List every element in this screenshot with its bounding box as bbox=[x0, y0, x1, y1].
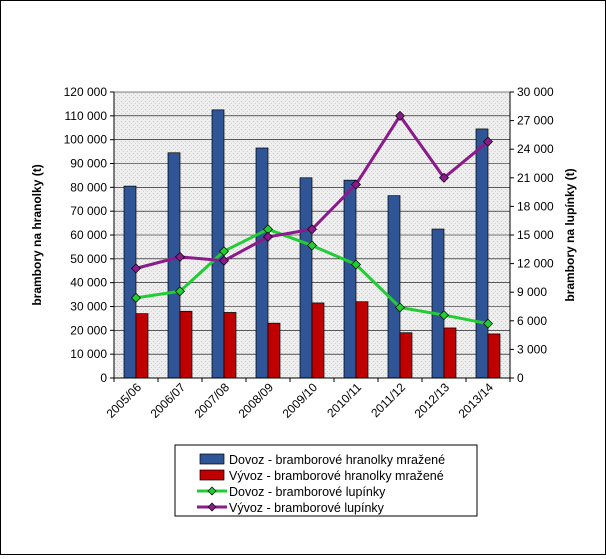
y-left-tick-label: 110 000 bbox=[65, 109, 108, 123]
series-marker bbox=[483, 136, 493, 147]
bar bbox=[431, 228, 445, 379]
y-axis-left-label: brambory na hranolky (t) bbox=[30, 164, 44, 305]
y-left-tick-label: 20 000 bbox=[70, 323, 107, 337]
y-left-tick-label: 60 000 bbox=[70, 228, 107, 242]
bar bbox=[179, 310, 193, 379]
series-marker bbox=[483, 318, 493, 329]
series-marker bbox=[307, 240, 317, 251]
y-left-tick-label: 40 000 bbox=[70, 276, 107, 290]
series-marker bbox=[307, 224, 317, 235]
bar bbox=[123, 185, 137, 379]
x-tick-label: 2013/14 bbox=[456, 380, 497, 421]
bar bbox=[223, 312, 237, 379]
bar bbox=[355, 301, 369, 379]
bar bbox=[343, 179, 357, 379]
y-axis-right-label: brambory na lupínky (t) bbox=[563, 168, 577, 301]
y-right-tick-label: 15 000 bbox=[517, 228, 554, 242]
bar bbox=[311, 302, 325, 379]
y-right-tick-label: 27 000 bbox=[517, 114, 554, 128]
x-tick-label: 2011/12 bbox=[368, 380, 408, 420]
series-marker bbox=[395, 302, 405, 313]
y-left-tick-label: 0 bbox=[100, 371, 107, 385]
series-marker bbox=[263, 231, 273, 242]
series-marker bbox=[175, 286, 185, 297]
series-marker bbox=[131, 263, 141, 274]
bar bbox=[387, 195, 401, 379]
legend-label: Vývoz - bramborové hranolky mražené bbox=[229, 469, 444, 483]
y-left-tick-label: 90 000 bbox=[70, 157, 107, 171]
y-right-tick-label: 12 000 bbox=[517, 257, 554, 271]
series-marker bbox=[351, 259, 361, 270]
bar bbox=[487, 333, 501, 379]
x-tick-label: 2006/07 bbox=[148, 380, 189, 421]
y-right-tick-label: 0 bbox=[517, 371, 524, 385]
legend-marker bbox=[207, 502, 217, 512]
x-tick-label: 2010/11 bbox=[324, 380, 364, 420]
y-left-tick-label: 80 000 bbox=[70, 180, 107, 194]
y-right-tick-label: 9 000 bbox=[517, 285, 547, 299]
x-tick-label: 2009/10 bbox=[280, 380, 321, 421]
y-left-tick-label: 70 000 bbox=[70, 204, 107, 218]
legend-label: Dovoz - bramborové lupínky bbox=[229, 485, 386, 499]
y-left-tick-label: 10 000 bbox=[70, 347, 107, 361]
y-left-tick-label: 50 000 bbox=[70, 252, 107, 266]
bar bbox=[135, 313, 149, 379]
y-right-tick-label: 24 000 bbox=[517, 142, 554, 156]
series-marker bbox=[219, 246, 229, 257]
y-left-tick-label: 120 000 bbox=[64, 85, 108, 99]
bar bbox=[255, 147, 269, 379]
y-right-tick-label: 6 000 bbox=[517, 314, 547, 328]
y-right-tick-label: 30 000 bbox=[517, 85, 554, 99]
series-marker bbox=[439, 172, 449, 183]
legend: Dovoz - bramborové hranolky mražené Vývoz… bbox=[174, 444, 478, 517]
series-marker bbox=[175, 251, 185, 262]
x-tick-label: 2007/08 bbox=[192, 380, 233, 421]
legend-box bbox=[174, 444, 478, 517]
bar bbox=[475, 128, 489, 379]
legend-label: Dovoz - bramborové hranolky mražené bbox=[229, 453, 445, 467]
legend-swatch bbox=[199, 469, 225, 481]
y-right-tick-label: 18 000 bbox=[517, 199, 554, 213]
series-marker bbox=[395, 110, 405, 121]
y-left-tick-label: 100 000 bbox=[64, 133, 108, 147]
legend-swatch bbox=[199, 453, 225, 465]
x-tick-label: 2012/13 bbox=[412, 380, 453, 421]
series-marker bbox=[351, 179, 361, 190]
legend-marker bbox=[207, 486, 217, 496]
bar bbox=[299, 177, 313, 379]
bar bbox=[167, 152, 181, 379]
series-marker bbox=[131, 292, 141, 303]
y-right-tick-label: 3 000 bbox=[517, 342, 547, 356]
bar bbox=[443, 327, 457, 379]
series-marker bbox=[439, 310, 449, 321]
legend-label: Vývoz - bramborové lupínky bbox=[229, 501, 385, 515]
bar bbox=[211, 109, 225, 379]
bar bbox=[399, 332, 413, 379]
y-right-tick-label: 21 000 bbox=[517, 171, 554, 185]
x-tick-label: 2005/06 bbox=[104, 380, 145, 421]
x-tick-label: 2008/09 bbox=[236, 380, 277, 421]
series-marker bbox=[219, 255, 229, 266]
bar bbox=[267, 322, 281, 379]
y-left-tick-label: 30 000 bbox=[70, 300, 107, 314]
